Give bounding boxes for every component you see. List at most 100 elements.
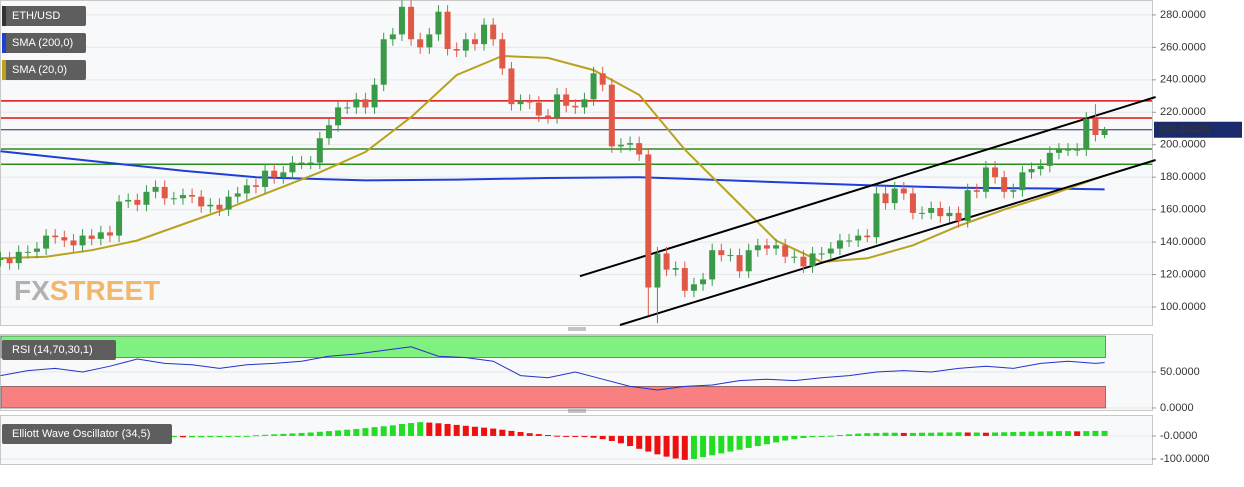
ewo-bar — [727, 435, 734, 452]
candle-body — [992, 167, 999, 178]
ewo-bar — [1092, 430, 1099, 436]
candle-body — [1010, 190, 1017, 192]
candle-body — [882, 193, 889, 204]
ewo-bar — [690, 435, 697, 459]
candle-body — [1101, 129, 1108, 135]
ewo-bar — [982, 432, 989, 436]
candle-body — [590, 73, 597, 100]
candle-body — [919, 212, 926, 214]
candle-body — [782, 245, 789, 257]
ewo-bar — [371, 427, 378, 436]
candle-body — [572, 105, 579, 108]
candle-body — [462, 39, 469, 51]
ewo-bar — [882, 432, 889, 436]
candle-body — [15, 251, 22, 264]
candle-body — [763, 245, 770, 249]
candle-body — [179, 195, 186, 199]
trendline — [619, 159, 1156, 326]
candle-body — [52, 235, 59, 238]
overbought-band — [0, 335, 1106, 358]
candle-body — [389, 34, 396, 40]
legend-label: SMA (20,0) — [12, 64, 67, 76]
marks: FXSTREET — [0, 0, 1156, 460]
ewo-bar — [216, 435, 223, 438]
ewo-bar — [818, 435, 825, 437]
y-tick-label: 280.0000 — [1160, 9, 1206, 21]
sma-line — [0, 54, 1105, 264]
ewo-bar — [307, 432, 314, 436]
ewo-bar — [736, 435, 743, 450]
candle-body — [490, 24, 497, 40]
ewo-bar — [189, 435, 196, 438]
legend-label: ETH/USD — [12, 10, 60, 22]
y-tick-label: 240.0000 — [1160, 74, 1206, 86]
oversold-band — [0, 386, 1106, 409]
ewo-bar — [846, 434, 853, 436]
ewo-bar — [344, 429, 351, 436]
ewo-bar — [636, 435, 643, 449]
watermark: FXSTREET — [14, 275, 160, 306]
candle-body — [307, 162, 314, 164]
ewo-bar — [617, 435, 624, 444]
y-tick-label: -0.0000 — [1160, 430, 1197, 442]
ewo-bar — [782, 435, 789, 441]
panel-divider — [568, 327, 586, 413]
candle-body — [271, 170, 278, 178]
ewo-bar — [791, 435, 798, 440]
candle-body — [909, 193, 916, 213]
candle-body — [517, 100, 524, 105]
candle-body — [955, 212, 962, 221]
ewo-bar — [207, 435, 214, 438]
legend-box — [2, 340, 116, 360]
ewo-bar — [672, 435, 679, 459]
candle-body — [444, 11, 451, 50]
ewo-bar — [928, 432, 935, 436]
ewo-bar — [800, 435, 807, 439]
candle-body — [398, 6, 405, 35]
candle-body — [1074, 149, 1081, 151]
candle-body — [791, 256, 798, 258]
candle-body — [280, 172, 287, 178]
ewo-panel — [0, 415, 1153, 465]
ewo-bar — [389, 425, 396, 436]
candle-body — [207, 204, 214, 207]
ewo-bar — [179, 435, 186, 438]
ewo-bar — [170, 435, 177, 438]
ewo-bar — [298, 432, 305, 436]
ewo-bar — [663, 435, 670, 457]
ewo-bar — [654, 435, 661, 455]
candle-body — [417, 39, 424, 48]
candle-body — [800, 256, 807, 267]
candle-body — [891, 188, 898, 204]
ewo-bar — [280, 433, 287, 436]
ewo-bar — [681, 435, 688, 460]
candle-body — [727, 255, 734, 257]
legend-box — [2, 6, 86, 26]
candle-body — [928, 208, 935, 213]
candle-body — [873, 193, 880, 238]
candle-body — [116, 201, 123, 236]
ewo-bar — [408, 423, 415, 436]
candle-body — [964, 190, 971, 221]
candle-body — [599, 73, 606, 85]
ewo-bar — [900, 432, 907, 436]
candle-body — [6, 258, 13, 264]
candle-body — [827, 248, 834, 254]
ewo-bar — [590, 435, 597, 438]
ewo-bar — [645, 435, 652, 452]
ewo-bar — [262, 434, 269, 436]
candle-body — [654, 253, 661, 288]
candle-body — [0, 258, 4, 260]
ewo-bar — [937, 432, 944, 436]
candle-body — [535, 102, 542, 116]
y-tick-label: 160.0000 — [1160, 204, 1206, 216]
candle-body — [453, 49, 460, 51]
candle-body — [745, 250, 752, 272]
candle-body — [97, 232, 104, 239]
candle-body — [499, 39, 506, 69]
ewo-bar — [946, 432, 953, 436]
candle-body — [581, 99, 588, 108]
ewo-bar — [873, 432, 880, 436]
y-tick-label: 140.0000 — [1160, 236, 1206, 248]
